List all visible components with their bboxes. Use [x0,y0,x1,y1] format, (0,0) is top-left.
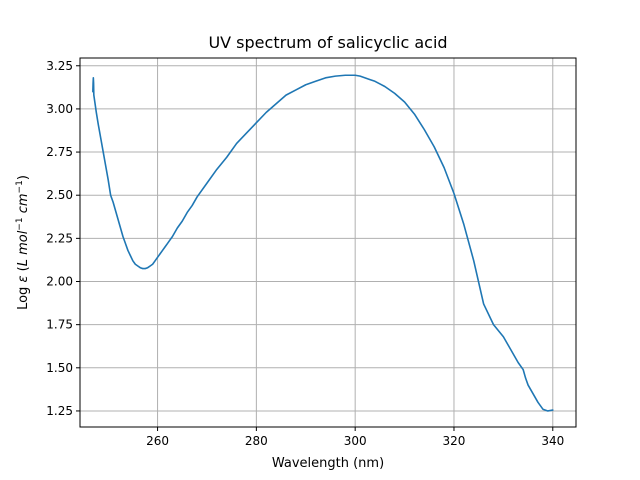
ticks: 260 280 300 320 340 1.25 1.50 1.75 2.00 2.25 2.50 2… [46,59,564,448]
y-axis-title-mol-exponent: −1 [15,217,25,230]
chart-title: UV spectrum of salicyclic acid [208,33,447,52]
y-axis-title-close: ) [16,175,31,180]
y-tick-label: 2.75 [46,145,73,159]
x-tick-label: 300 [344,434,367,448]
x-tick-label: 280 [245,434,268,448]
y-axis-title-prefix: Log [16,283,31,310]
y-axis-title-unit-mol: mol [16,230,31,259]
x-tick-label: 320 [443,434,466,448]
x-tick-label: 260 [146,434,169,448]
plot-frame [79,57,577,428]
y-axis-title-unit-cm: cm [16,193,31,217]
y-axis-title-unit-l: L [16,259,31,266]
y-tick-label: 1.25 [46,404,73,418]
y-tick-label: 2.00 [46,275,73,289]
y-tick-label: 2.25 [46,231,73,245]
series-layer [92,74,554,412]
y-tick-label: 3.25 [46,59,73,73]
y-axis-title-cm-exponent: −1 [15,180,25,193]
y-tick-label: 2.50 [46,188,73,202]
y-tick-label: 1.50 [46,361,73,375]
y-axis-title: Log ε (L mol−1 cm−1) [15,175,31,310]
y-axis-title-epsilon: ε [16,276,31,283]
y-tick-label: 3.00 [46,102,73,116]
y-axis-title-open: ( [16,266,31,275]
y-tick-label: 1.75 [46,318,73,332]
x-axis-title: Wavelength (nm) [272,456,384,471]
grid [80,58,576,427]
x-tick-label: 340 [541,434,564,448]
series-line [92,74,554,412]
